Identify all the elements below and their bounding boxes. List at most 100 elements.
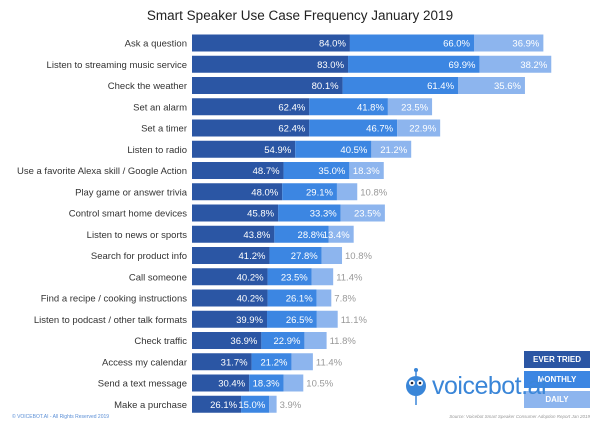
bar-segment-monthly [267,268,312,286]
category-label: Access my calendar [102,357,187,368]
data-label: 21.2% [380,145,407,156]
data-label: 83.0% [317,60,344,71]
data-label: 11.1% [341,315,368,326]
data-label: 30.4% [218,379,245,390]
data-label: 35.6% [494,81,521,92]
category-label: Check traffic [134,336,187,347]
data-label: 10.8% [345,251,372,262]
category-label: Control smart home devices [69,209,188,220]
legend-daily: DAILY [524,391,590,408]
bar-segment-daily [269,395,277,413]
data-label: 36.9% [512,39,539,50]
bar-segment-monthly [283,162,350,179]
data-label: 84.0% [319,39,346,50]
data-label: 11.4% [316,357,343,368]
category-label: Check the weather [108,81,187,92]
bar-segment-daily [479,55,552,73]
data-label: 40.2% [237,294,264,305]
data-label: 41.8% [357,102,384,113]
data-label: 11.8% [330,336,357,347]
category-label: Listen to streaming music service [47,60,187,71]
legend-monthly: MONTHLY [524,371,590,388]
data-label: 3.9% [280,400,302,411]
category-label: Set an alarm [133,102,187,113]
data-label: 27.8% [291,251,318,262]
data-label: 48.7% [253,166,280,177]
data-label: 36.9% [230,336,257,347]
bar-segment-monthly [278,204,341,222]
data-label: 40.2% [237,272,264,283]
data-label: 33.3% [310,209,337,220]
data-label: 62.4% [278,102,305,113]
data-label: 62.4% [278,124,305,135]
category-label: Set a timer [141,124,187,135]
source-note: Source: Voicebot Smart Speaker Consumer … [449,414,590,419]
data-label: 66.0% [443,39,470,50]
category-label: Find a recipe / cooking instructions [41,294,188,305]
category-label: Listen to news or sports [87,230,188,241]
data-label: 54.9% [264,145,291,156]
bar-segment-monthly [249,374,284,392]
bar-segment-daily [371,140,412,158]
bar-segment-monthly [309,119,398,137]
data-label: 21.2% [261,357,288,368]
data-label: 7.8% [334,294,356,305]
chart-title: Smart Speaker Use Case Frequency January… [146,8,454,23]
bar-segment-monthly [251,353,292,371]
bar-segment-ever-tried [192,77,343,94]
bar-segment-daily [311,268,334,286]
data-label: 22.9% [273,336,300,347]
bar-segment-daily [304,332,327,349]
bar-segment-ever-tried [192,119,310,137]
bar-segment-daily [340,204,385,222]
data-label: 41.2% [239,251,266,262]
data-label: 18.3% [253,379,280,390]
bar-segment-monthly [342,77,459,94]
bar-segment-ever-tried [192,225,275,243]
bar-segment-daily [397,119,441,137]
data-label: 26.1% [210,400,237,411]
category-label: Listen to radio [127,145,187,156]
data-label: 11.4% [336,272,363,283]
bar-segment-ever-tried [192,98,310,116]
data-label: 46.7% [366,124,393,135]
bar-segment-ever-tried [192,268,268,286]
data-label: 23.5% [354,209,381,220]
category-label: Ask a question [125,39,187,50]
bar-segment-daily [291,353,313,371]
category-label: Use a favorite Alexa skill / Google Acti… [17,166,187,177]
data-label: 40.5% [340,145,367,156]
bar-segment-monthly [282,183,337,201]
category-label: Search for product info [91,251,187,262]
data-label: 31.7% [221,357,248,368]
bar-segment-daily [387,98,433,116]
data-label: 48.0% [251,187,278,198]
data-label: 18.3% [353,166,380,177]
bar-segment-ever-tried [192,140,296,158]
category-label: Play game or answer trivia [75,187,188,198]
category-label: Call someone [129,272,187,283]
bar-segment-ever-tried [192,353,252,371]
data-label: 38.2% [520,60,547,71]
data-label: 43.8% [243,230,270,241]
bar-segment-monthly [309,98,388,116]
bar-segment-ever-tried [192,247,270,264]
bar-segment-ever-tried [192,374,250,392]
data-label: 10.8% [360,187,387,198]
bar-segment-daily [458,77,525,94]
bar-segment-daily [328,225,354,243]
bar-segment-daily [336,183,358,201]
bar-segment-monthly [295,140,372,158]
logo-text: voicebot.ai [432,372,547,400]
bar-segment-ever-tried [192,332,262,349]
category-label: Send a text message [98,379,187,390]
legend-ever-tried: EVER TRIED [524,351,590,368]
data-label: 35.0% [318,166,345,177]
data-label: 69.9% [449,60,476,71]
bar-segment-ever-tried [192,310,268,328]
bar-segment-daily [349,162,384,179]
category-label: Make a purchase [114,400,187,411]
bar-segment-ever-tried [192,289,268,307]
